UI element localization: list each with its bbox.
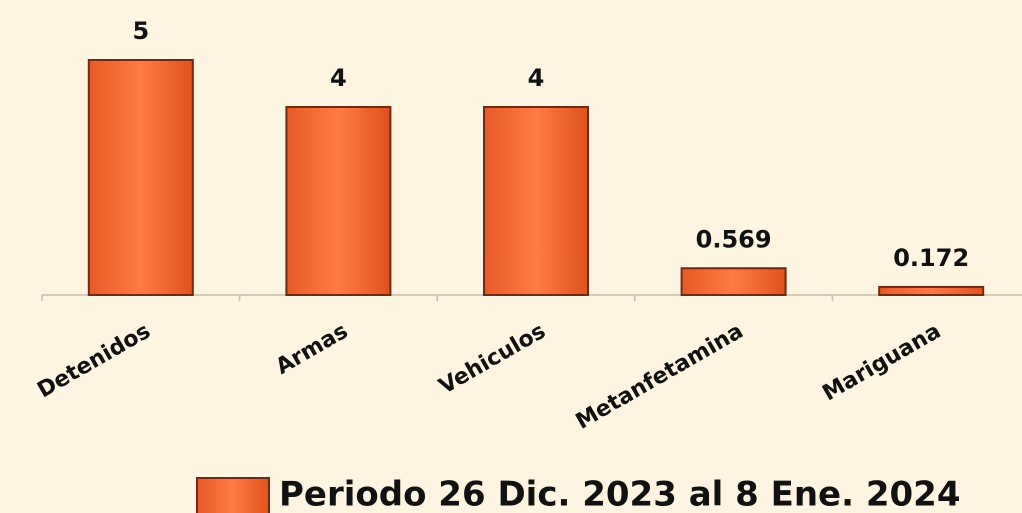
bar xyxy=(878,285,985,296)
data-label: 5 xyxy=(132,17,149,45)
x-tick-label: Mariguana xyxy=(818,319,945,407)
x-tick-label: Armas xyxy=(272,319,353,380)
data-label: 4 xyxy=(528,64,545,92)
x-tick-label: Metanfetamina xyxy=(572,319,748,435)
data-label: 0.569 xyxy=(696,225,772,253)
bar xyxy=(680,267,787,296)
data-label: 4 xyxy=(330,64,347,92)
bar xyxy=(285,106,392,296)
legend-label: Periodo 26 Dic. 2023 al 8 Ene. 2024 xyxy=(279,475,961,513)
data-label: 0.172 xyxy=(893,244,969,272)
bar xyxy=(483,106,589,296)
x-tick-label: Detenidos xyxy=(33,319,154,404)
legend-swatch xyxy=(196,477,270,513)
bar xyxy=(87,59,194,296)
x-tick-label: Vehiculos xyxy=(435,319,550,400)
